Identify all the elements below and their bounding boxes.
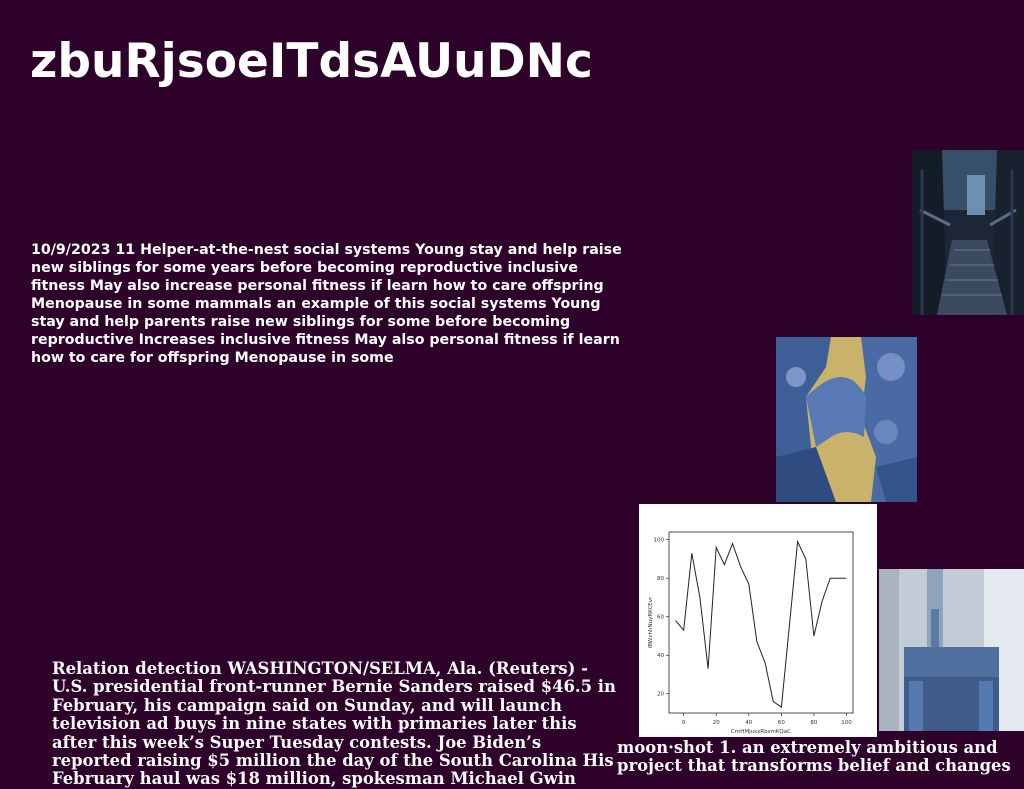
y-tick-label: 20 [657,692,664,698]
x-axis-label: CmHMjusxRbsmKQaC [731,729,791,735]
rock-arch-photo [776,337,917,502]
y-tick-label: 40 [657,653,664,659]
moonshot-definition: moon·shot 1. an extremely ambitious and … [617,738,1011,776]
helper-nest-paragraph: 10/9/2023 11 Helper-at-the-nest social s… [31,242,622,366]
news-paragraph: Relation detection WASHINGTON/SELMA, Ala… [52,659,616,789]
x-tick-label: 100 [841,720,852,726]
x-tick-label: 80 [810,720,817,726]
line-chart: 0 20 40 60 80 100 20 40 60 80 100 CmHMjusxRbsmKQaC i… [639,504,877,737]
x-tick-label: 40 [745,720,752,726]
vase-on-table-photo [879,569,1024,731]
bridge-walkway-photo [912,150,1024,315]
y-axis-label: iBWxhhNuyRKCEvr [648,596,654,648]
line-chart-svg: 0 20 40 60 80 100 20 40 60 80 100 CmHMjusxRbsmKQaC i… [648,531,854,735]
plot-frame [668,531,854,714]
x-tick-label: 60 [778,720,785,726]
x-tick-label: 20 [713,720,720,726]
page-title: zbuRjsoeITdsAUuDNc [30,34,593,89]
x-tick-label: 0 [682,720,686,726]
y-tick-label: 100 [654,538,665,544]
y-tick-label: 80 [657,576,664,582]
y-tick-label: 60 [657,615,664,621]
series-line [675,539,847,709]
